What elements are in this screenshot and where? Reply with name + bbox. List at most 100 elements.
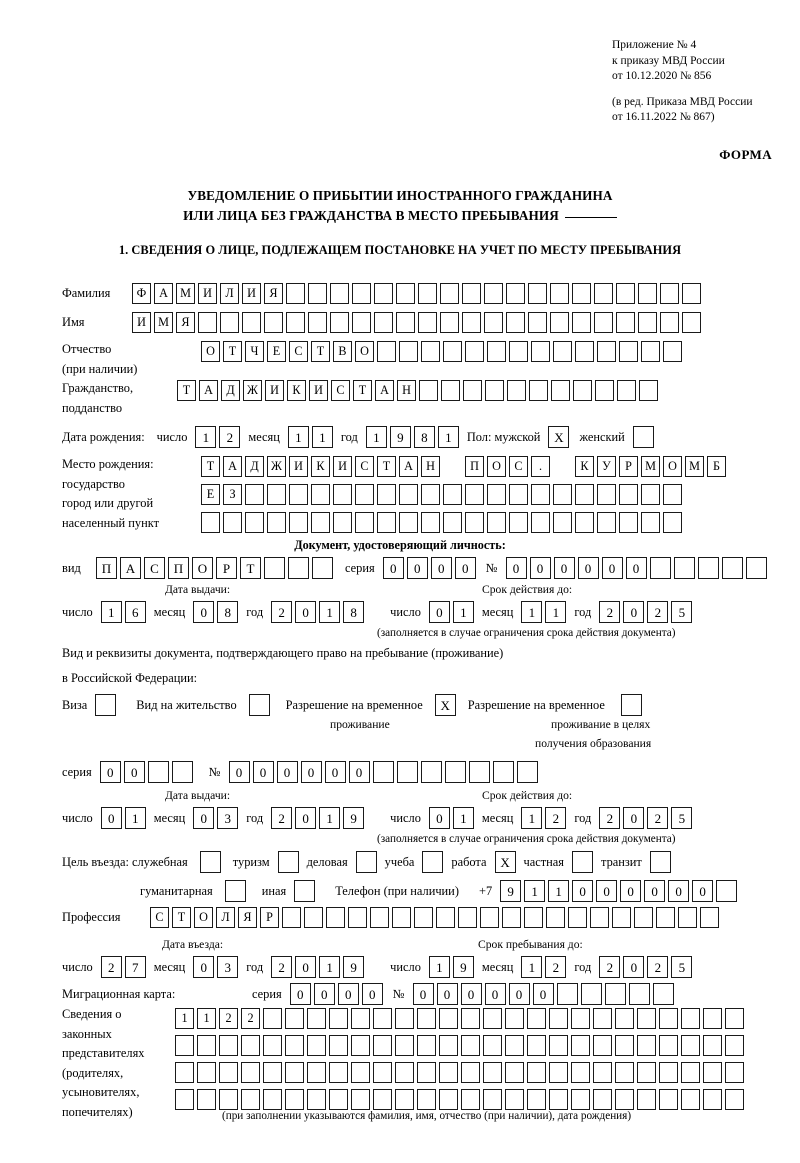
char-cell[interactable]: 2 [271, 956, 293, 978]
char-cell[interactable] [697, 557, 719, 579]
char-cell[interactable] [531, 484, 550, 505]
char-cell[interactable] [721, 557, 743, 579]
char-cell[interactable] [659, 1035, 678, 1056]
char-cell[interactable] [682, 283, 701, 304]
char-cell[interactable] [637, 1089, 656, 1110]
char-cell[interactable]: У [597, 456, 616, 477]
char-cell[interactable]: 0 [505, 557, 527, 579]
char-cell[interactable] [417, 1035, 436, 1056]
char-cell[interactable]: 3 [217, 956, 239, 978]
char-cell[interactable] [377, 512, 396, 533]
char-cell[interactable]: X [494, 851, 516, 873]
char-cell[interactable] [443, 341, 462, 362]
char-cell[interactable]: М [154, 312, 173, 333]
sex-female-checkbox[interactable] [632, 426, 654, 448]
char-cell[interactable]: 0 [193, 601, 215, 623]
char-cell[interactable]: Н [397, 380, 416, 401]
char-cell[interactable] [745, 557, 767, 579]
char-cell[interactable] [282, 907, 301, 928]
char-cell[interactable] [619, 484, 638, 505]
char-cell[interactable]: 0 [300, 761, 322, 783]
char-cell[interactable]: 9 [389, 426, 411, 448]
char-cell[interactable]: А [199, 380, 218, 401]
char-cell[interactable] [571, 1089, 590, 1110]
char-cell[interactable] [463, 380, 482, 401]
char-cell[interactable] [439, 1062, 458, 1083]
char-cell[interactable] [487, 512, 506, 533]
char-cell[interactable] [468, 761, 490, 783]
char-cell[interactable] [620, 694, 642, 716]
char-cell[interactable]: И [289, 456, 308, 477]
char-cell[interactable]: 2 [647, 601, 669, 623]
char-cell[interactable] [294, 880, 316, 902]
char-cell[interactable] [673, 557, 695, 579]
char-cell[interactable] [439, 1089, 458, 1110]
char-cell[interactable]: 8 [217, 601, 239, 623]
char-cell[interactable] [311, 484, 330, 505]
char-cell[interactable] [572, 283, 591, 304]
purpose-other-checkbox[interactable] [294, 880, 316, 902]
char-cell[interactable]: Д [245, 456, 264, 477]
char-cell[interactable]: И [309, 380, 328, 401]
char-cell[interactable] [219, 1062, 238, 1083]
char-cell[interactable] [285, 1062, 304, 1083]
char-cell[interactable]: 2 [599, 807, 621, 829]
char-cell[interactable] [263, 1035, 282, 1056]
char-cell[interactable] [396, 312, 415, 333]
char-cell[interactable]: 0 [623, 601, 645, 623]
char-cell[interactable] [480, 907, 499, 928]
char-cell[interactable] [553, 484, 572, 505]
char-cell[interactable]: 1 [287, 426, 309, 448]
char-cell[interactable] [483, 1035, 502, 1056]
char-cell[interactable] [659, 1089, 678, 1110]
char-cell[interactable] [418, 312, 437, 333]
char-cell[interactable] [330, 312, 349, 333]
char-cell[interactable] [333, 512, 352, 533]
char-cell[interactable]: 1 [437, 426, 459, 448]
char-cell[interactable]: И [132, 312, 151, 333]
char-cell[interactable]: С [331, 380, 350, 401]
char-cell[interactable] [333, 484, 352, 505]
char-cell[interactable] [351, 1062, 370, 1083]
char-cell[interactable] [355, 851, 377, 873]
char-cell[interactable] [329, 1035, 348, 1056]
char-cell[interactable]: 1 [524, 880, 546, 902]
char-cell[interactable]: 0 [276, 761, 298, 783]
char-cell[interactable] [330, 283, 349, 304]
char-cell[interactable] [506, 312, 525, 333]
char-cell[interactable] [638, 283, 657, 304]
char-cell[interactable] [220, 312, 239, 333]
char-cell[interactable] [531, 512, 550, 533]
char-cell[interactable]: 1 [452, 807, 474, 829]
char-cell[interactable] [716, 880, 738, 902]
char-cell[interactable] [373, 1035, 392, 1056]
char-cell[interactable] [703, 1062, 722, 1083]
char-cell[interactable]: А [399, 456, 418, 477]
char-cell[interactable] [505, 1089, 524, 1110]
char-cell[interactable] [277, 851, 299, 873]
purpose-official-checkbox[interactable] [199, 851, 221, 873]
char-cell[interactable] [615, 1008, 634, 1029]
char-cell[interactable] [171, 761, 193, 783]
char-cell[interactable]: К [311, 456, 330, 477]
char-cell[interactable] [462, 283, 481, 304]
char-cell[interactable] [484, 312, 503, 333]
char-cell[interactable] [351, 1035, 370, 1056]
char-cell[interactable] [484, 283, 503, 304]
char-cell[interactable] [374, 312, 393, 333]
char-cell[interactable] [659, 1008, 678, 1029]
char-cell[interactable] [529, 380, 548, 401]
char-cell[interactable]: 0 [406, 557, 428, 579]
char-cell[interactable] [329, 1089, 348, 1110]
char-cell[interactable] [590, 907, 609, 928]
char-cell[interactable]: 0 [324, 761, 346, 783]
